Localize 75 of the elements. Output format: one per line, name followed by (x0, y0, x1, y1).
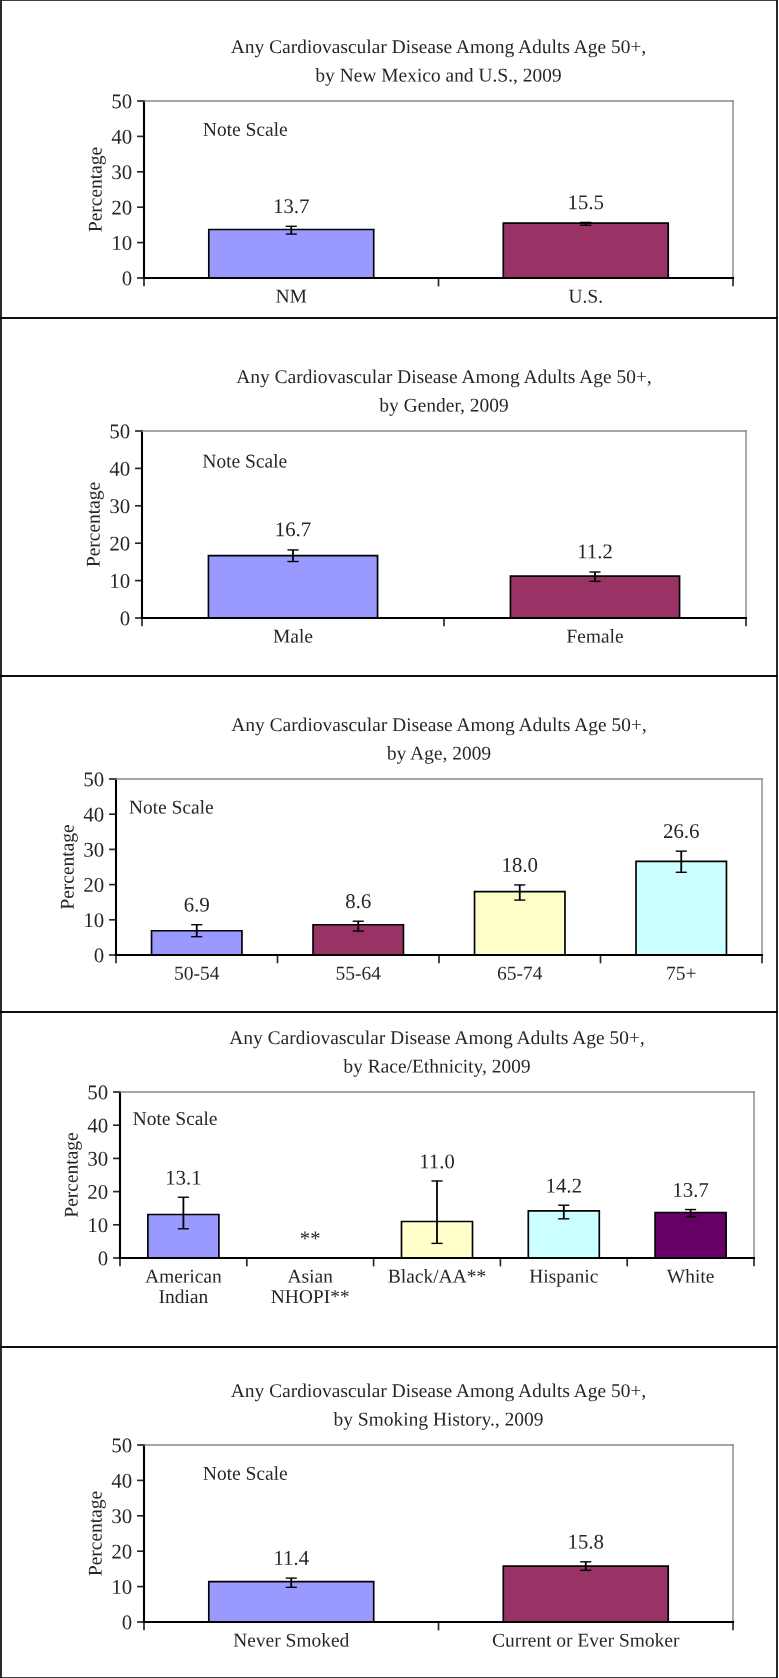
annotation: Note Scale (203, 1466, 287, 1480)
y-tick-label: 20 (112, 200, 132, 215)
y-tick-label: 40 (109, 461, 130, 476)
data-label: 15.8 (569, 1534, 604, 1549)
data-label: 13.1 (167, 1170, 201, 1185)
data-label: 6.9 (184, 897, 209, 912)
y-tick-label: 0 (94, 948, 104, 963)
y-tick-label: 0 (122, 271, 132, 286)
x-tick-label: Male (273, 629, 313, 643)
y-tick-label: 30 (84, 842, 104, 857)
y-tick-label: 20 (84, 877, 104, 893)
y-tick-label: 50 (112, 1438, 132, 1453)
y-tick-label: 30 (110, 499, 130, 514)
y-tick-label: 30 (88, 1151, 108, 1166)
chart-title: Any Cardiovascular Disease Among Adults Age 50+, by Age, 2009 (231, 717, 646, 764)
y-tick-label: 40 (111, 1473, 132, 1488)
y-tick-label: 20 (110, 536, 130, 551)
y-axis-title: Percentage (88, 1491, 106, 1576)
data-label: 13.7 (274, 199, 309, 214)
annotation: Note Scale (203, 122, 287, 136)
x-tick-label: U.S. (568, 289, 602, 303)
y-tick-label: 50 (110, 424, 130, 439)
y-tick-label: 0 (98, 1251, 108, 1266)
data-label: 11.0 (420, 1154, 455, 1169)
y-axis-title: Percentage (86, 482, 104, 567)
y-tick-label: 0 (120, 611, 130, 626)
x-tick-label: 55-64 (336, 966, 381, 980)
y-tick-label: 10 (85, 913, 104, 928)
chart-title: Any Cardiovascular Disease Among Adults Age 50+, by Race/Ethnicity, 2009 (229, 1030, 644, 1077)
y-tick-label: 10 (111, 573, 130, 589)
y-tick-label: 10 (113, 1579, 132, 1595)
annotation: Note Scale (129, 800, 214, 814)
data-label: 11.4 (275, 1551, 309, 1566)
data-label: 26.6 (663, 824, 699, 839)
x-tick-label: Current or Ever Smoker (492, 1633, 680, 1647)
x-tick-label: 75+ (667, 966, 696, 980)
y-axis-title: Percentage (60, 825, 78, 910)
y-tick-label: 40 (83, 807, 104, 822)
x-tick-label: Hispanic (529, 1269, 598, 1287)
annotation: Note Scale (133, 1111, 217, 1126)
y-tick-label: 10 (89, 1218, 108, 1233)
y-tick-label: 30 (112, 1509, 132, 1524)
y-tick-label: 50 (84, 772, 104, 787)
annotation: Note Scale (202, 453, 287, 468)
y-tick-label: 50 (88, 1085, 108, 1100)
text: ** (300, 1231, 320, 1240)
data-label: 15.5 (569, 195, 604, 210)
y-tick-label: 0 (122, 1615, 132, 1630)
y-tick-label: 20 (112, 1544, 132, 1559)
x-tick-label: 50-54 (175, 966, 220, 980)
y-tick-label: 40 (111, 129, 132, 144)
x-tick-label: White (666, 1269, 714, 1283)
chart-title: Any Cardiovascular Disease Among Adults Age 50+, by New Mexico and U.S., 2009 (230, 39, 646, 86)
data-label: 18.0 (503, 857, 538, 873)
y-tick-label: 30 (112, 165, 132, 180)
y-tick-label: 20 (88, 1184, 108, 1200)
x-tick-label: Black/AA** (388, 1269, 486, 1283)
data-label: 13.7 (674, 1183, 709, 1198)
x-tick-label: NM (276, 289, 307, 303)
data-label: 14.2 (547, 1178, 581, 1193)
y-axis-title: Percentage (64, 1133, 82, 1218)
chart-title: Any Cardiovascular Disease Among Adults Age 50+, by Smoking History., 2009 (230, 1383, 646, 1430)
data-label: 8.6 (346, 894, 371, 909)
x-tick-label: Never Smoked (233, 1633, 350, 1647)
y-tick-label: 10 (113, 235, 132, 251)
x-tick-label: American Indian (145, 1269, 222, 1304)
x-tick-label: Female (566, 629, 623, 643)
y-tick-label: 40 (87, 1118, 108, 1133)
chart-title: Any Cardiovascular Disease Among Adults Age 50+, by Gender, 2009 (236, 369, 651, 416)
y-tick-label: 50 (112, 94, 132, 109)
data-label: 16.7 (276, 522, 311, 537)
y-axis-title: Percentage (88, 147, 106, 232)
x-tick-label: 65-74 (497, 966, 543, 980)
x-tick-label: Asian NHOPI** (271, 1269, 349, 1304)
data-label: 11.2 (578, 544, 612, 559)
